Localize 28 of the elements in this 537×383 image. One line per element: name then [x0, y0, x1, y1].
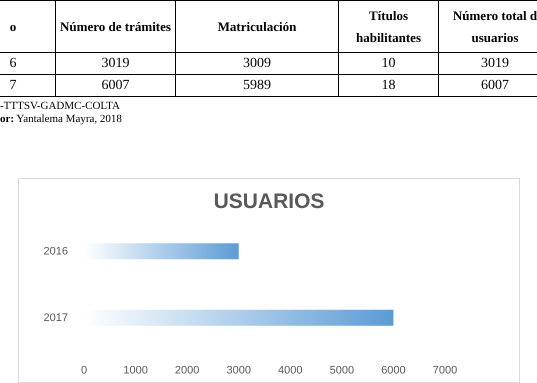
x-tick-label: 2000 [174, 364, 200, 376]
text: 10 [338, 52, 438, 74]
text: Número de trámites [56, 0, 176, 52]
text: 6 [0, 52, 56, 74]
text: 3009 [176, 52, 338, 74]
text: 6007 [438, 74, 537, 96]
y-tick-label: 2017 [44, 312, 68, 324]
text: Número total d usuarios [438, 0, 537, 52]
chart-title: USUARIOS [214, 190, 324, 213]
text: 6007 [56, 74, 176, 96]
text: or: Yantalema Mayra, 2018 [0, 113, 122, 125]
text: 18 [338, 74, 438, 96]
x-tick-label: 5000 [330, 364, 354, 376]
text: -TTTSV-GADMC-COLTA [0, 100, 120, 112]
text: 3019 [438, 52, 537, 74]
x-tick-label: 0 [80, 364, 88, 376]
x-tick-label: 7000 [432, 364, 458, 376]
x-tick-label: 4000 [278, 364, 303, 376]
x-tick-label: 6000 [381, 364, 406, 376]
text: 3019 [56, 52, 176, 74]
text: o [0, 0, 56, 52]
text: 7 [0, 74, 56, 96]
x-tick-label: 3000 [226, 364, 251, 376]
text: 5989 [176, 74, 338, 96]
x-tick-label: 1000 [123, 364, 148, 376]
y-tick-label: 2016 [44, 245, 68, 258]
text: Títulos habilitantes [338, 0, 438, 52]
text: Matriculación [176, 0, 338, 52]
